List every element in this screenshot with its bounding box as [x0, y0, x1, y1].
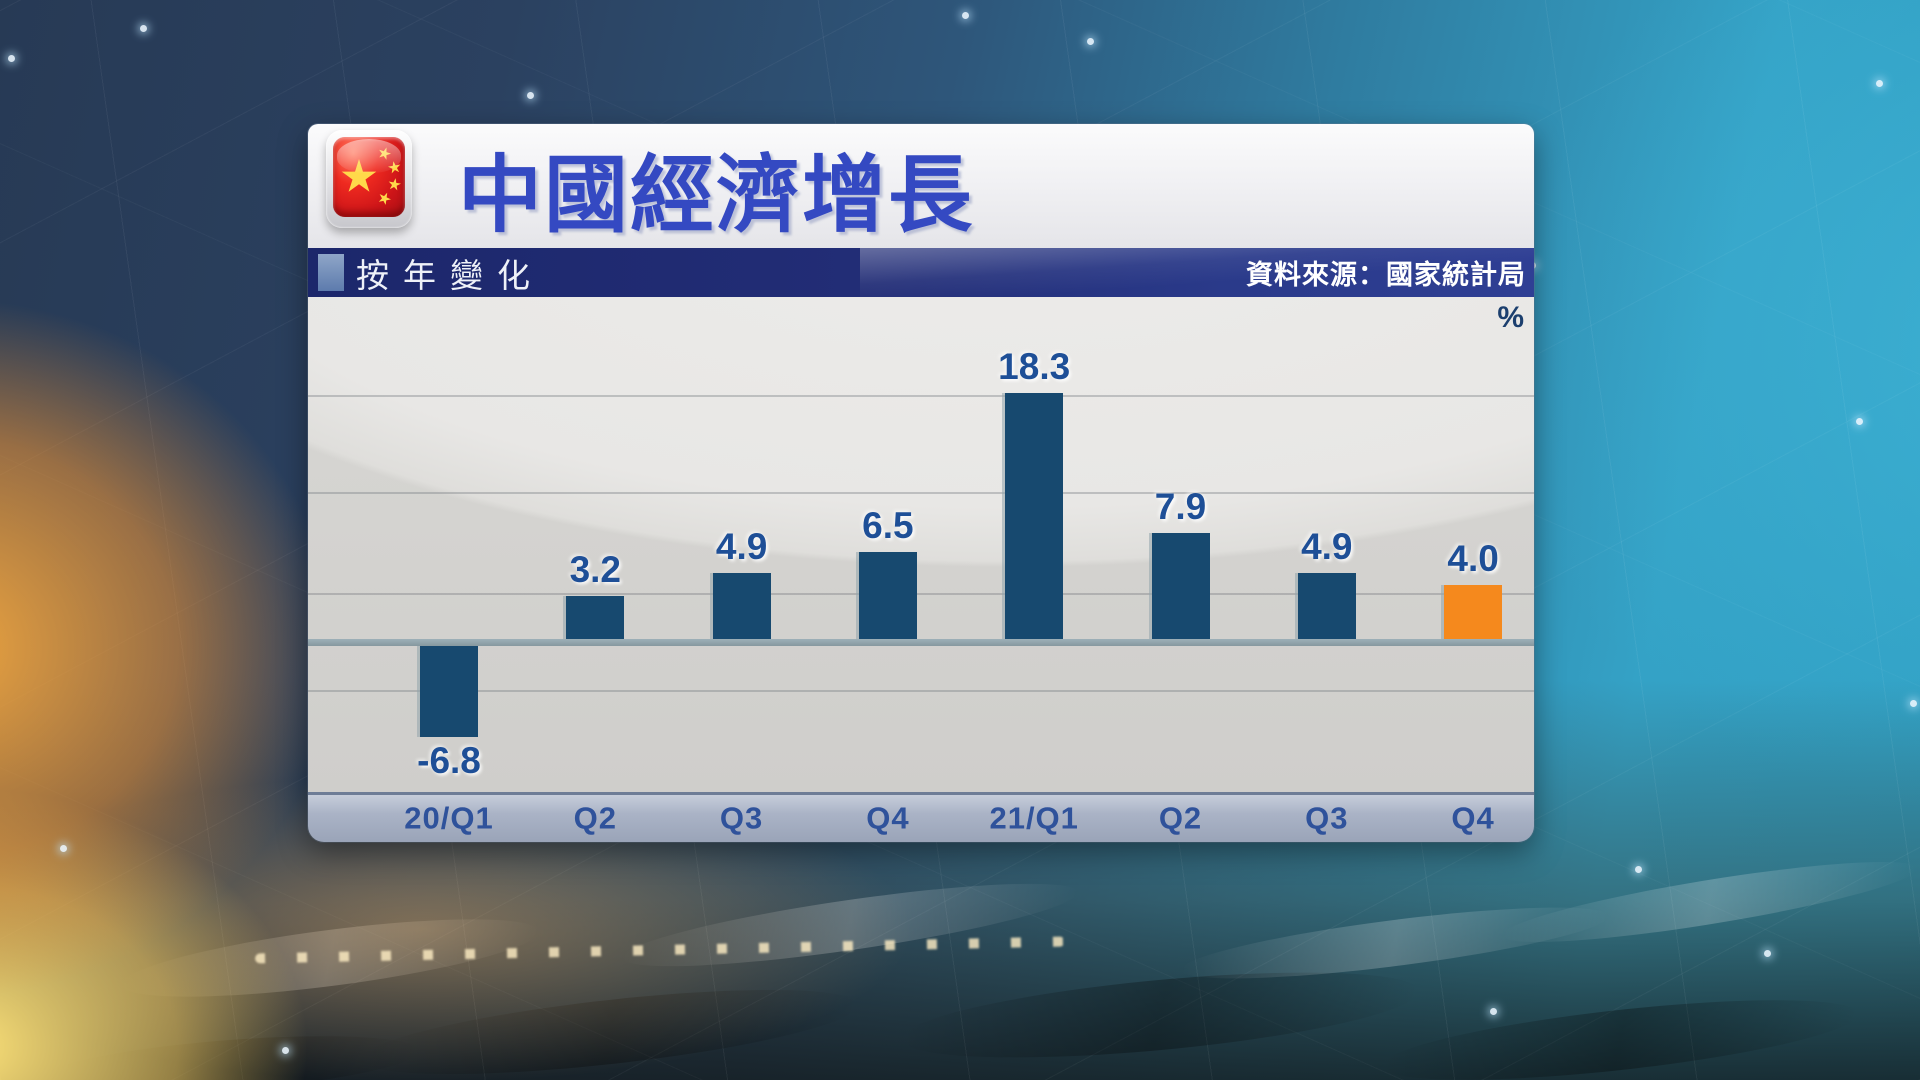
bar: [712, 573, 771, 639]
x-axis-label: Q3: [1305, 799, 1349, 835]
x-axis-label: Q2: [1158, 799, 1203, 835]
flag-star-icon: [341, 159, 377, 192]
x-axis-label: Q2: [573, 799, 617, 835]
x-axis-label: Q3: [719, 799, 764, 835]
source-label: 資料來源：國家統計局: [1246, 260, 1526, 290]
mesh-node-dot: [962, 12, 969, 19]
subtitle-bar: 按年變化 資料來源：國家統計局: [308, 248, 1534, 297]
bar: [1151, 532, 1210, 639]
mesh-node-dot: [1764, 950, 1771, 957]
bar-value-label: 6.5: [862, 504, 914, 546]
x-axis-label: 20/Q1: [404, 799, 494, 835]
subtitle-accent-square: [318, 254, 344, 291]
subtitle-label: 按年變化: [356, 256, 544, 294]
mesh-node-dot: [527, 92, 534, 99]
x-axis-strip: 20/Q1 Q2 Q3 Q4 21/Q1 Q2 Q3 Q4: [308, 792, 1534, 842]
mesh-node-dot: [1490, 1008, 1497, 1015]
x-axis-label: 21/Q1: [989, 799, 1079, 835]
bar-value-label: 4.0: [1447, 538, 1499, 580]
china-flag: [333, 137, 405, 217]
mesh-node-dot: [1087, 38, 1094, 45]
mesh-node-dot: [1910, 700, 1917, 707]
flag-star-icon: [376, 145, 392, 161]
mesh-node-dot: [60, 845, 67, 852]
bar-highlighted: [1444, 585, 1503, 639]
zero-axis-line: [308, 639, 1534, 646]
flag-star-icon: [387, 177, 402, 192]
gridline: [308, 690, 1534, 692]
flag-star-icon: [387, 160, 402, 175]
plot-area: % -6.8 3.2 4.9 6.5 18.3 7.9 4.9 4.0: [308, 297, 1534, 792]
subtitle-bar-sheen: [859, 248, 1534, 297]
mesh-node-dot: [1856, 418, 1863, 425]
china-flag-icon: [326, 130, 412, 228]
bar-value-label: -6.8: [417, 740, 481, 782]
mesh-node-dot: [1635, 866, 1642, 873]
gridline: [308, 593, 1534, 595]
percent-unit-label: %: [1497, 301, 1524, 334]
x-axis-label: Q4: [1451, 799, 1495, 835]
bar-value-label: 4.9: [1301, 526, 1353, 568]
bar: [1297, 573, 1356, 639]
bar-value-label: 7.9: [1154, 485, 1207, 527]
bar: [858, 551, 917, 639]
bar: [1005, 392, 1064, 639]
chart-panel: 中國經濟增長 按年變化 資料來源：國家統計局 % -6.8 3.2 4.9 6.5 18…: [308, 124, 1534, 842]
gridline: [308, 395, 1534, 397]
bar-value-label: 18.3: [998, 345, 1071, 387]
bar: [420, 646, 478, 738]
chart-title: 中國經濟增長: [458, 147, 975, 242]
mesh-node-dot: [282, 1047, 289, 1054]
x-axis-label: Q4: [866, 799, 910, 835]
mesh-node-dot: [1876, 80, 1883, 87]
mesh-node-dot: [8, 55, 15, 62]
bar-value-label: 3.2: [569, 548, 622, 590]
panel-header: 中國經濟增長: [308, 124, 1534, 248]
mesh-node-dot: [140, 25, 147, 32]
gridline: [308, 492, 1534, 494]
bar-value-label: 4.9: [715, 526, 768, 568]
bar: [566, 595, 625, 639]
flag-star-icon: [376, 190, 393, 207]
